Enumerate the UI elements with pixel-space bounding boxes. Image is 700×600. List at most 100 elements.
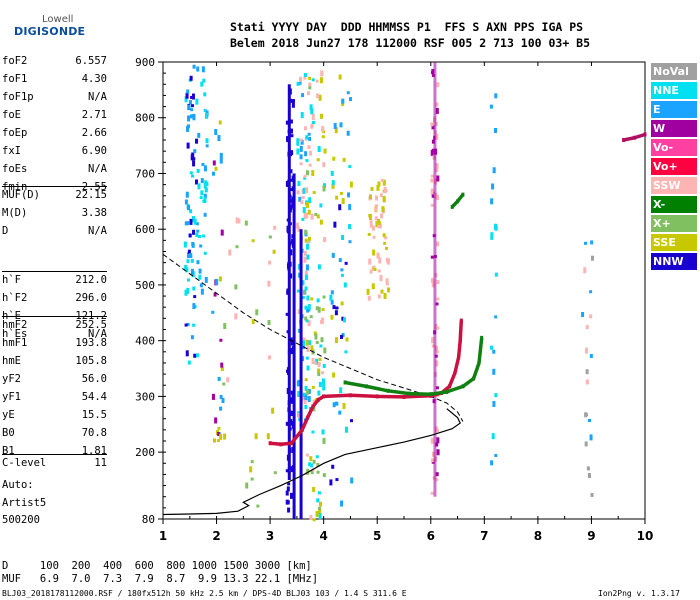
echo-point <box>184 96 188 103</box>
echo-point <box>202 78 206 83</box>
trace-point <box>461 192 465 197</box>
param-label: yF2 <box>2 373 21 385</box>
echo-point <box>198 268 202 274</box>
echo-point <box>339 191 343 195</box>
echo-point <box>303 256 307 263</box>
echo-point <box>312 191 316 195</box>
echo-point <box>296 138 300 142</box>
echo-point <box>322 437 326 444</box>
echo-point <box>185 350 189 357</box>
echo-point <box>307 239 311 244</box>
echo-point <box>380 213 384 219</box>
echo-point <box>368 213 372 220</box>
echo-point <box>290 492 294 499</box>
echo-point <box>289 119 293 124</box>
echo-point <box>298 81 302 85</box>
echo-point <box>332 305 336 310</box>
echo-point <box>223 433 227 440</box>
echo-column <box>287 84 291 480</box>
echo-point <box>435 169 439 173</box>
echo-point <box>435 302 439 306</box>
logo-lowell: Lowell <box>42 14 74 25</box>
echo-point <box>376 184 380 191</box>
echo-point <box>350 477 354 484</box>
echo-point <box>199 196 203 200</box>
echo-point <box>378 257 382 264</box>
y-tick-label: 200 <box>135 446 155 459</box>
echo-point <box>322 185 326 192</box>
param-value: 2.71 <box>81 109 107 121</box>
param-value: N/A <box>88 328 107 340</box>
echo-point <box>184 289 188 296</box>
echo-point <box>245 482 249 489</box>
echo-point <box>341 198 345 205</box>
echo-point <box>219 338 223 342</box>
echo-point <box>289 169 293 174</box>
echo-point <box>307 320 311 327</box>
echo-point <box>185 191 189 198</box>
param-row: yF1 54.4 <box>2 391 107 405</box>
echo-point <box>340 500 344 507</box>
echo-point <box>494 454 498 458</box>
echo-point <box>222 382 226 386</box>
echo-point <box>436 175 440 182</box>
param-row: h`F 212.0 <box>2 274 107 288</box>
echo-point <box>318 381 322 387</box>
echo-point <box>188 100 192 105</box>
param-row: B0 70.8 <box>2 427 107 441</box>
echo-point <box>272 249 276 254</box>
echo-point <box>311 358 315 365</box>
echo-point <box>217 431 221 436</box>
header-line-2: Belem 2018 Jun27 178 112000 RSF 005 2 71… <box>230 36 591 50</box>
echo-point <box>189 252 193 258</box>
legend-item: Vo- <box>651 139 697 156</box>
echo-point <box>494 315 498 319</box>
trace-point <box>445 389 449 394</box>
echo-point <box>313 331 317 336</box>
echo-point <box>290 188 294 192</box>
echo-point <box>203 251 207 255</box>
param-label: M(D) <box>2 207 28 219</box>
echo-point <box>203 193 207 199</box>
echo-point <box>214 417 218 424</box>
echo-point <box>249 466 253 473</box>
echo-point <box>192 157 196 161</box>
echo-point <box>186 287 190 294</box>
echo-point <box>494 223 498 230</box>
trace-point <box>472 376 476 381</box>
echo-point <box>184 323 188 327</box>
echo-point <box>317 370 321 377</box>
echo-point <box>368 258 372 265</box>
echo-point <box>490 236 494 240</box>
echo-point <box>314 333 318 340</box>
echo-point <box>311 121 315 125</box>
echo-point <box>316 463 320 468</box>
echo-point <box>189 171 193 175</box>
echo-point <box>193 218 197 225</box>
echo-point <box>250 460 254 464</box>
echo-point <box>311 385 315 389</box>
echo-point <box>301 396 305 401</box>
trace-point <box>375 394 379 399</box>
echo-point <box>196 168 200 173</box>
legend-item: X- <box>651 196 697 213</box>
echo-point <box>312 459 316 464</box>
echo-point <box>431 458 435 463</box>
echo-point <box>285 312 289 316</box>
param-row: M(D) 3.38 <box>2 207 107 221</box>
echo-point <box>215 278 219 285</box>
echo-point <box>367 232 371 236</box>
echo-point <box>492 167 496 174</box>
param-separator <box>2 454 107 455</box>
echo-point <box>317 306 321 313</box>
echo-point <box>197 183 201 190</box>
echo-point <box>297 309 301 315</box>
echo-point <box>286 136 290 143</box>
echo-point <box>301 217 305 221</box>
echo-point <box>187 104 191 110</box>
echo-point <box>338 204 342 211</box>
echo-point <box>341 316 345 321</box>
echo-point <box>436 241 440 247</box>
echo-point <box>494 393 498 398</box>
echo-point <box>430 255 434 259</box>
